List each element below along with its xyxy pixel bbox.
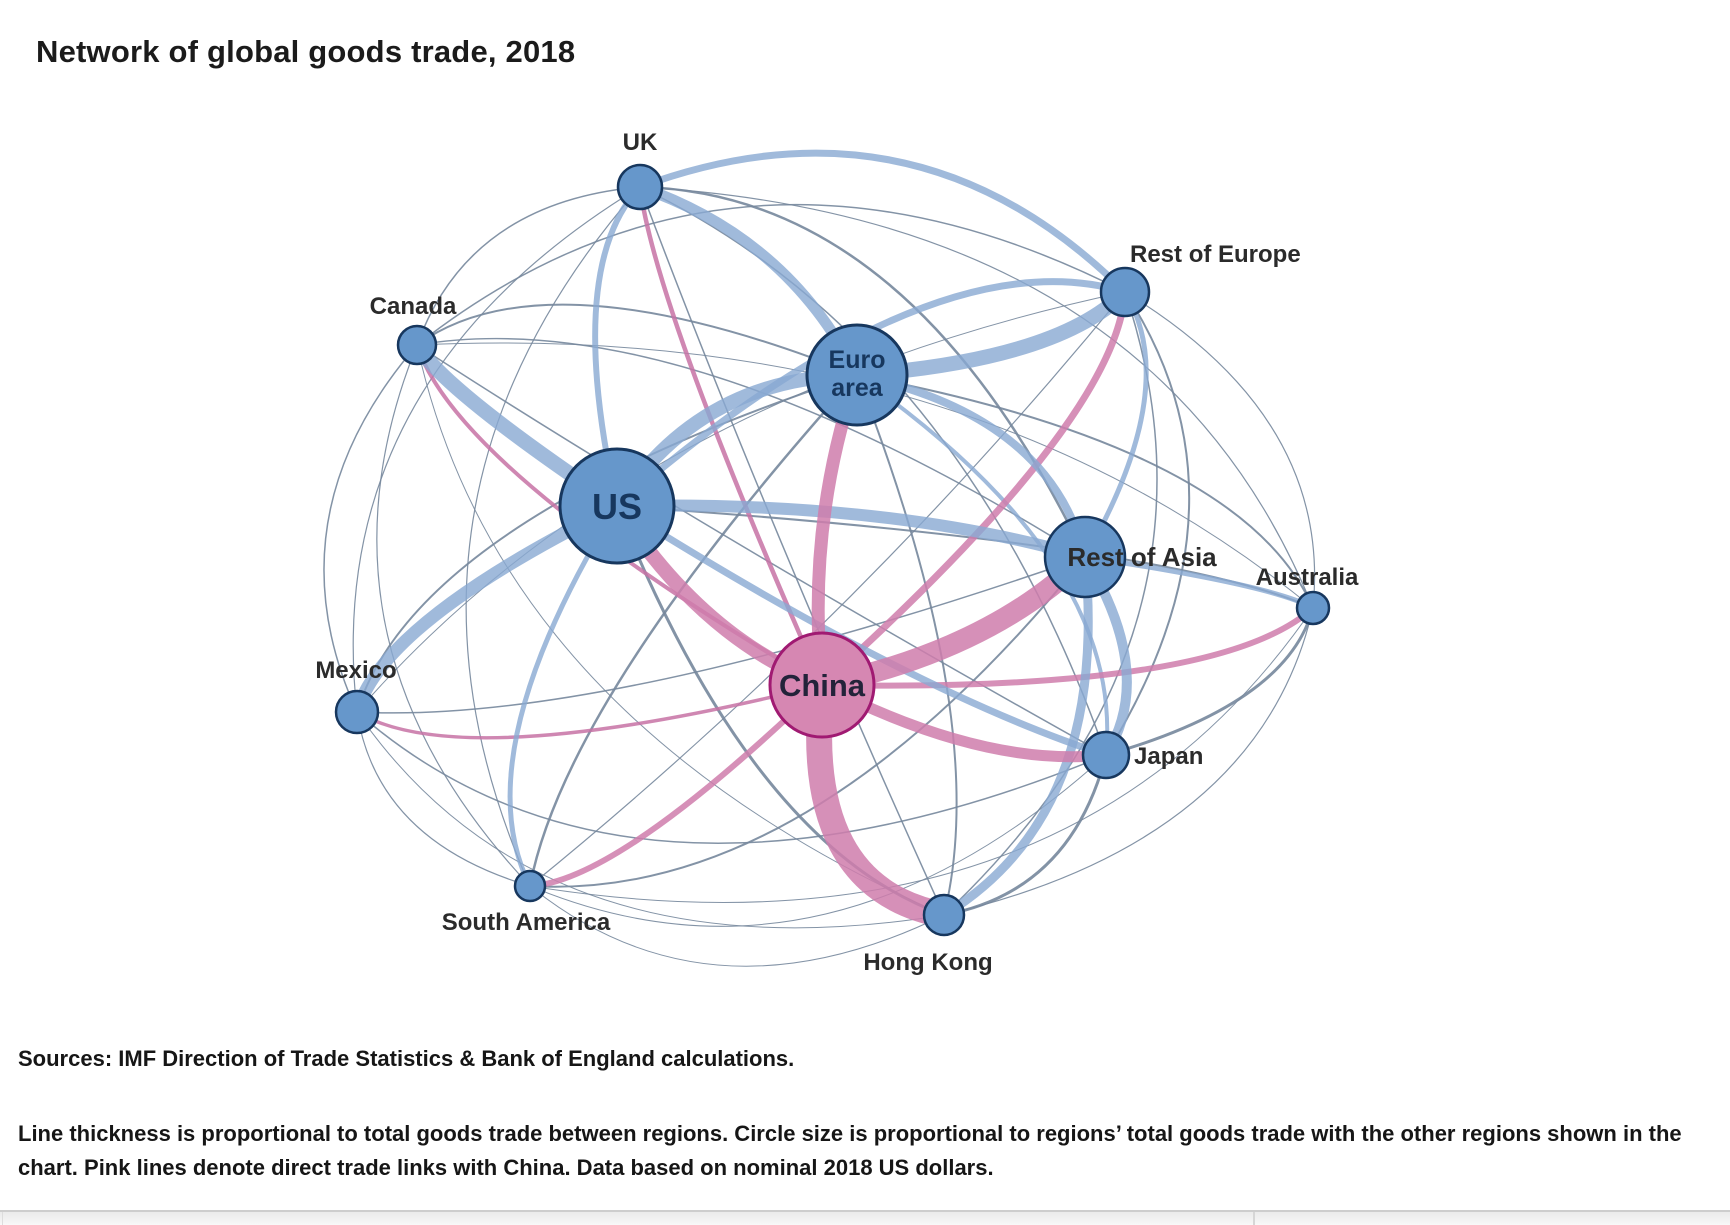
- next-section-edge: [0, 1210, 1730, 1225]
- trade-edge-japan-south_america: [529, 754, 1107, 927]
- node-uk: [616, 163, 664, 211]
- node-label-south_america: South America: [442, 909, 611, 936]
- trade-edge-uk-mexico: [352, 186, 641, 713]
- trade-edge-hong_kong-south_america: [529, 885, 945, 967]
- trade-edge-mexico-hong_kong: [356, 711, 945, 929]
- trade-edge-rest_asia-hong_kong: [939, 552, 1093, 920]
- node-label-canada: Canada: [370, 293, 457, 320]
- trade-edge-china-australia: [819, 605, 1316, 689]
- caption-note: Line thickness is proportional to total …: [18, 1121, 1682, 1180]
- node-euro_area: [805, 323, 909, 427]
- trade-edge-uk-canada: [416, 186, 641, 346]
- chart-title: Network of global goods trade, 2018: [36, 34, 576, 69]
- trade-edge-rest_asia-mexico: [356, 556, 1086, 714]
- trade-edge-canada-hong_kong: [416, 344, 945, 916]
- node-japan: [1081, 730, 1131, 780]
- trade-edge-china-rest_europe: [818, 288, 1129, 689]
- trade-edge-uk-rest_europe: [636, 149, 1129, 296]
- trade-edge-canada-mexico: [323, 344, 418, 713]
- node-label-mexico: Mexico: [315, 657, 396, 684]
- node-label-rest_asia: Rest of Asia: [1067, 542, 1217, 572]
- node-us: [558, 447, 676, 565]
- node-label-us: US: [592, 486, 642, 527]
- trade-edge-uk-us: [592, 184, 643, 509]
- trade-edge-canada-australia: [416, 342, 1314, 609]
- node-mexico: [334, 689, 380, 735]
- trade-edge-euro_area-canada: [416, 303, 858, 376]
- trade-edge-euro_area-australia: [856, 374, 1314, 609]
- node-label-hong_kong: Hong Kong: [863, 949, 992, 976]
- node-south_america: [513, 869, 547, 903]
- trade-edge-china-uk: [637, 184, 825, 688]
- trade-edge-uk-australia: [639, 186, 1314, 609]
- trade-edge-rest_europe-rest_asia: [1082, 289, 1149, 560]
- trade-edge-euro_area-south_america: [528, 373, 859, 888]
- trade-edge-uk-south_america: [465, 186, 641, 887]
- strip-column-divider: [1253, 1212, 1255, 1225]
- trade-edge-china-mexico: [355, 683, 824, 740]
- trade-edge-china-south_america: [527, 682, 825, 889]
- node-label-rest_europe: Rest of Europe: [1130, 241, 1301, 268]
- node-china: [768, 631, 876, 739]
- node-label-euro_area: area: [831, 374, 884, 402]
- strip-left-divider: [2, 1212, 3, 1225]
- node-label-euro_area: Euro: [829, 346, 886, 374]
- trade-edge-japan-mexico: [356, 711, 1107, 845]
- trade-edge-japan-canada: [416, 344, 1107, 756]
- node-rest_europe: [1099, 266, 1151, 318]
- trade-edge-us-mexico: [350, 499, 624, 719]
- trade-edge-us-south_america: [507, 503, 620, 889]
- trade-edge-rest_europe-canada: [416, 203, 1126, 346]
- node-hong_kong: [922, 893, 966, 937]
- trade-edge-rest_asia-canada: [416, 337, 1086, 558]
- node-label-china: China: [779, 668, 866, 703]
- trade-edge-australia-south_america: [529, 607, 1314, 903]
- trade-edge-rest_europe-japan: [1105, 291, 1191, 756]
- trade-edge-rest_europe-australia: [1124, 291, 1316, 609]
- node-label-australia: Australia: [1256, 564, 1359, 591]
- node-canada: [396, 324, 438, 366]
- trade-edge-japan-australia: [1104, 606, 1315, 757]
- trade-edge-rest_asia-south_america: [529, 556, 1086, 888]
- trade-edge-uk-hong_kong: [639, 186, 945, 916]
- trade-edge-mexico-south_america: [356, 711, 531, 887]
- node-australia: [1295, 590, 1331, 626]
- trade-edge-canada-south_america: [376, 344, 531, 887]
- trade-edge-us-rest_europe: [613, 278, 1129, 510]
- trade-edge-japan-hong_kong: [942, 753, 1108, 917]
- trade-edge-rest_europe-hong_kong: [943, 291, 1158, 916]
- node-rest_asia: [1043, 515, 1127, 599]
- sources-note: Sources: IMF Direction of Trade Statisti…: [18, 1046, 795, 1071]
- trade-edge-uk-japan: [639, 186, 1107, 756]
- trade-edge-us-rest_asia: [611, 499, 1091, 563]
- trade-edge-hong_kong-australia: [943, 607, 1314, 916]
- node-label-uk: UK: [623, 129, 658, 156]
- node-label-japan: Japan: [1134, 743, 1203, 770]
